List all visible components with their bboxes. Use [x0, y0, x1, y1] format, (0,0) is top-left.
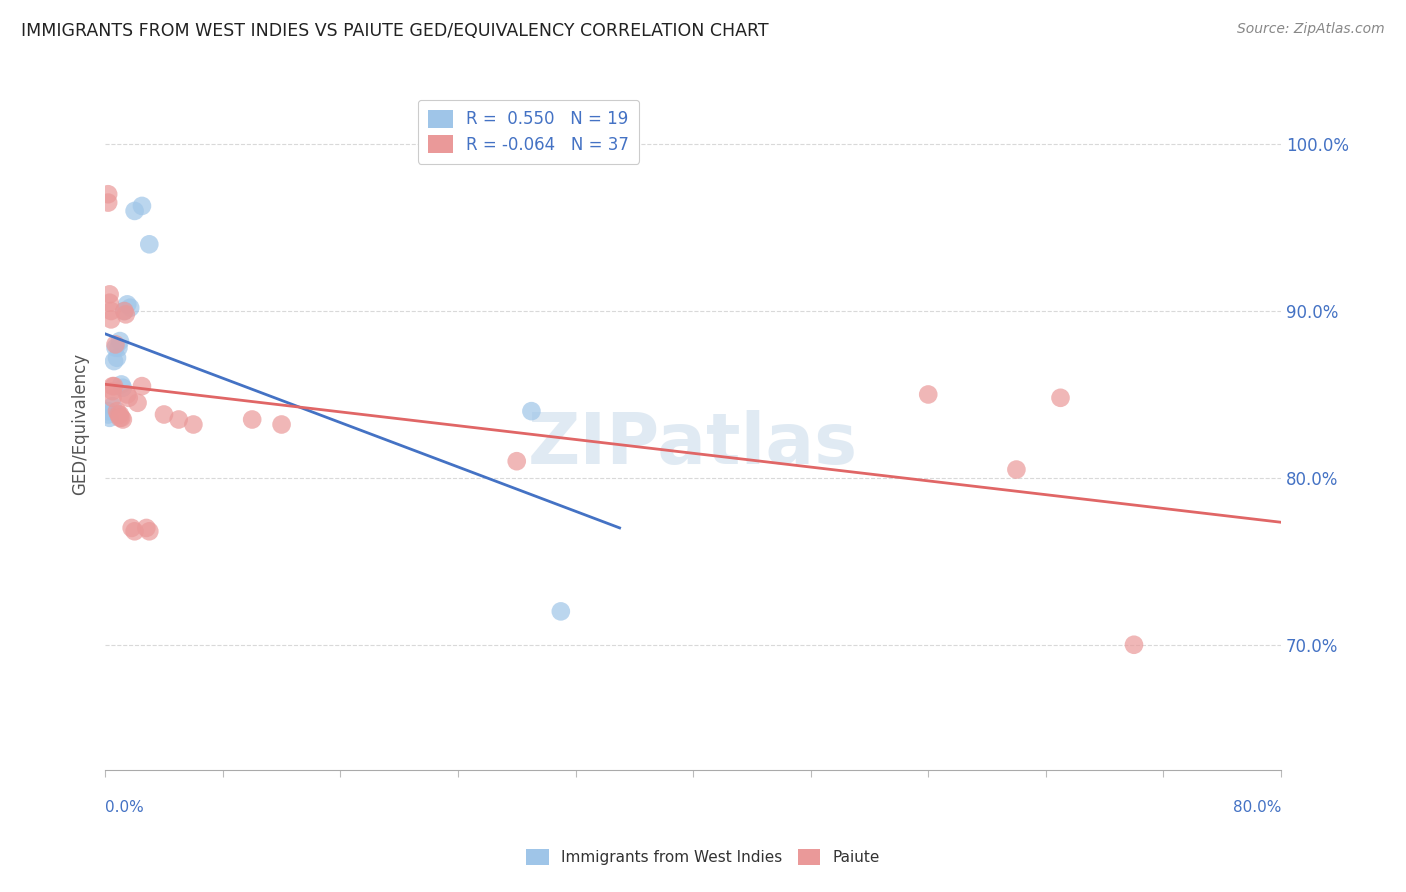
Point [1123, 638, 1146, 652]
Point [100, 312, 122, 326]
Point [108, 408, 131, 422]
Point [101, 384, 124, 398]
Point [101, 391, 124, 405]
Point [550, 604, 572, 618]
Point [240, 412, 263, 426]
Text: ZIPatlas: ZIPatlas [529, 410, 858, 479]
Point [124, 524, 146, 539]
Point [1005, 462, 1028, 476]
Point [110, 377, 132, 392]
Point [112, 304, 135, 318]
Point [131, 199, 153, 213]
Point [98, 287, 121, 301]
Point [98, 410, 121, 425]
Point [1049, 391, 1071, 405]
Point [153, 408, 176, 422]
Point [100, 304, 122, 318]
Point [97, 408, 120, 422]
Point [118, 391, 141, 405]
Point [103, 379, 125, 393]
Point [97, 187, 120, 202]
Point [107, 408, 129, 422]
Point [97, 195, 120, 210]
Point [108, 334, 131, 348]
Point [138, 524, 160, 539]
Point [917, 387, 939, 401]
Point [117, 297, 139, 311]
Point [97, 404, 120, 418]
Point [105, 404, 128, 418]
Point [105, 351, 128, 365]
Point [110, 410, 132, 425]
Point [108, 410, 131, 425]
Point [120, 301, 142, 315]
Point [506, 454, 529, 468]
Point [98, 295, 121, 310]
Legend: Immigrants from West Indies, Paiute: Immigrants from West Indies, Paiute [520, 843, 886, 871]
Text: 0.0%: 0.0% [105, 799, 143, 814]
Point [107, 341, 129, 355]
Point [131, 379, 153, 393]
Text: 80.0%: 80.0% [1233, 799, 1281, 814]
Text: IMMIGRANTS FROM WEST INDIES VS PAIUTE GED/EQUIVALENCY CORRELATION CHART: IMMIGRANTS FROM WEST INDIES VS PAIUTE GE… [21, 22, 769, 40]
Point [270, 417, 292, 432]
Point [103, 354, 125, 368]
Point [167, 412, 190, 426]
Point [111, 381, 134, 395]
Point [183, 417, 205, 432]
Text: Source: ZipAtlas.com: Source: ZipAtlas.com [1237, 22, 1385, 37]
Y-axis label: GED/Equivalency: GED/Equivalency [72, 352, 89, 495]
Point [124, 203, 146, 218]
Point [520, 404, 543, 418]
Point [114, 307, 136, 321]
Point [138, 237, 160, 252]
Point [117, 387, 139, 401]
Point [112, 304, 135, 318]
Point [111, 412, 134, 426]
Legend: R =  0.550   N = 19, R = -0.064   N = 37: R = 0.550 N = 19, R = -0.064 N = 37 [418, 100, 640, 163]
Point [121, 521, 143, 535]
Point [135, 521, 157, 535]
Point [101, 399, 124, 413]
Point [101, 379, 124, 393]
Point [104, 341, 127, 355]
Point [127, 396, 149, 410]
Point [104, 337, 127, 351]
